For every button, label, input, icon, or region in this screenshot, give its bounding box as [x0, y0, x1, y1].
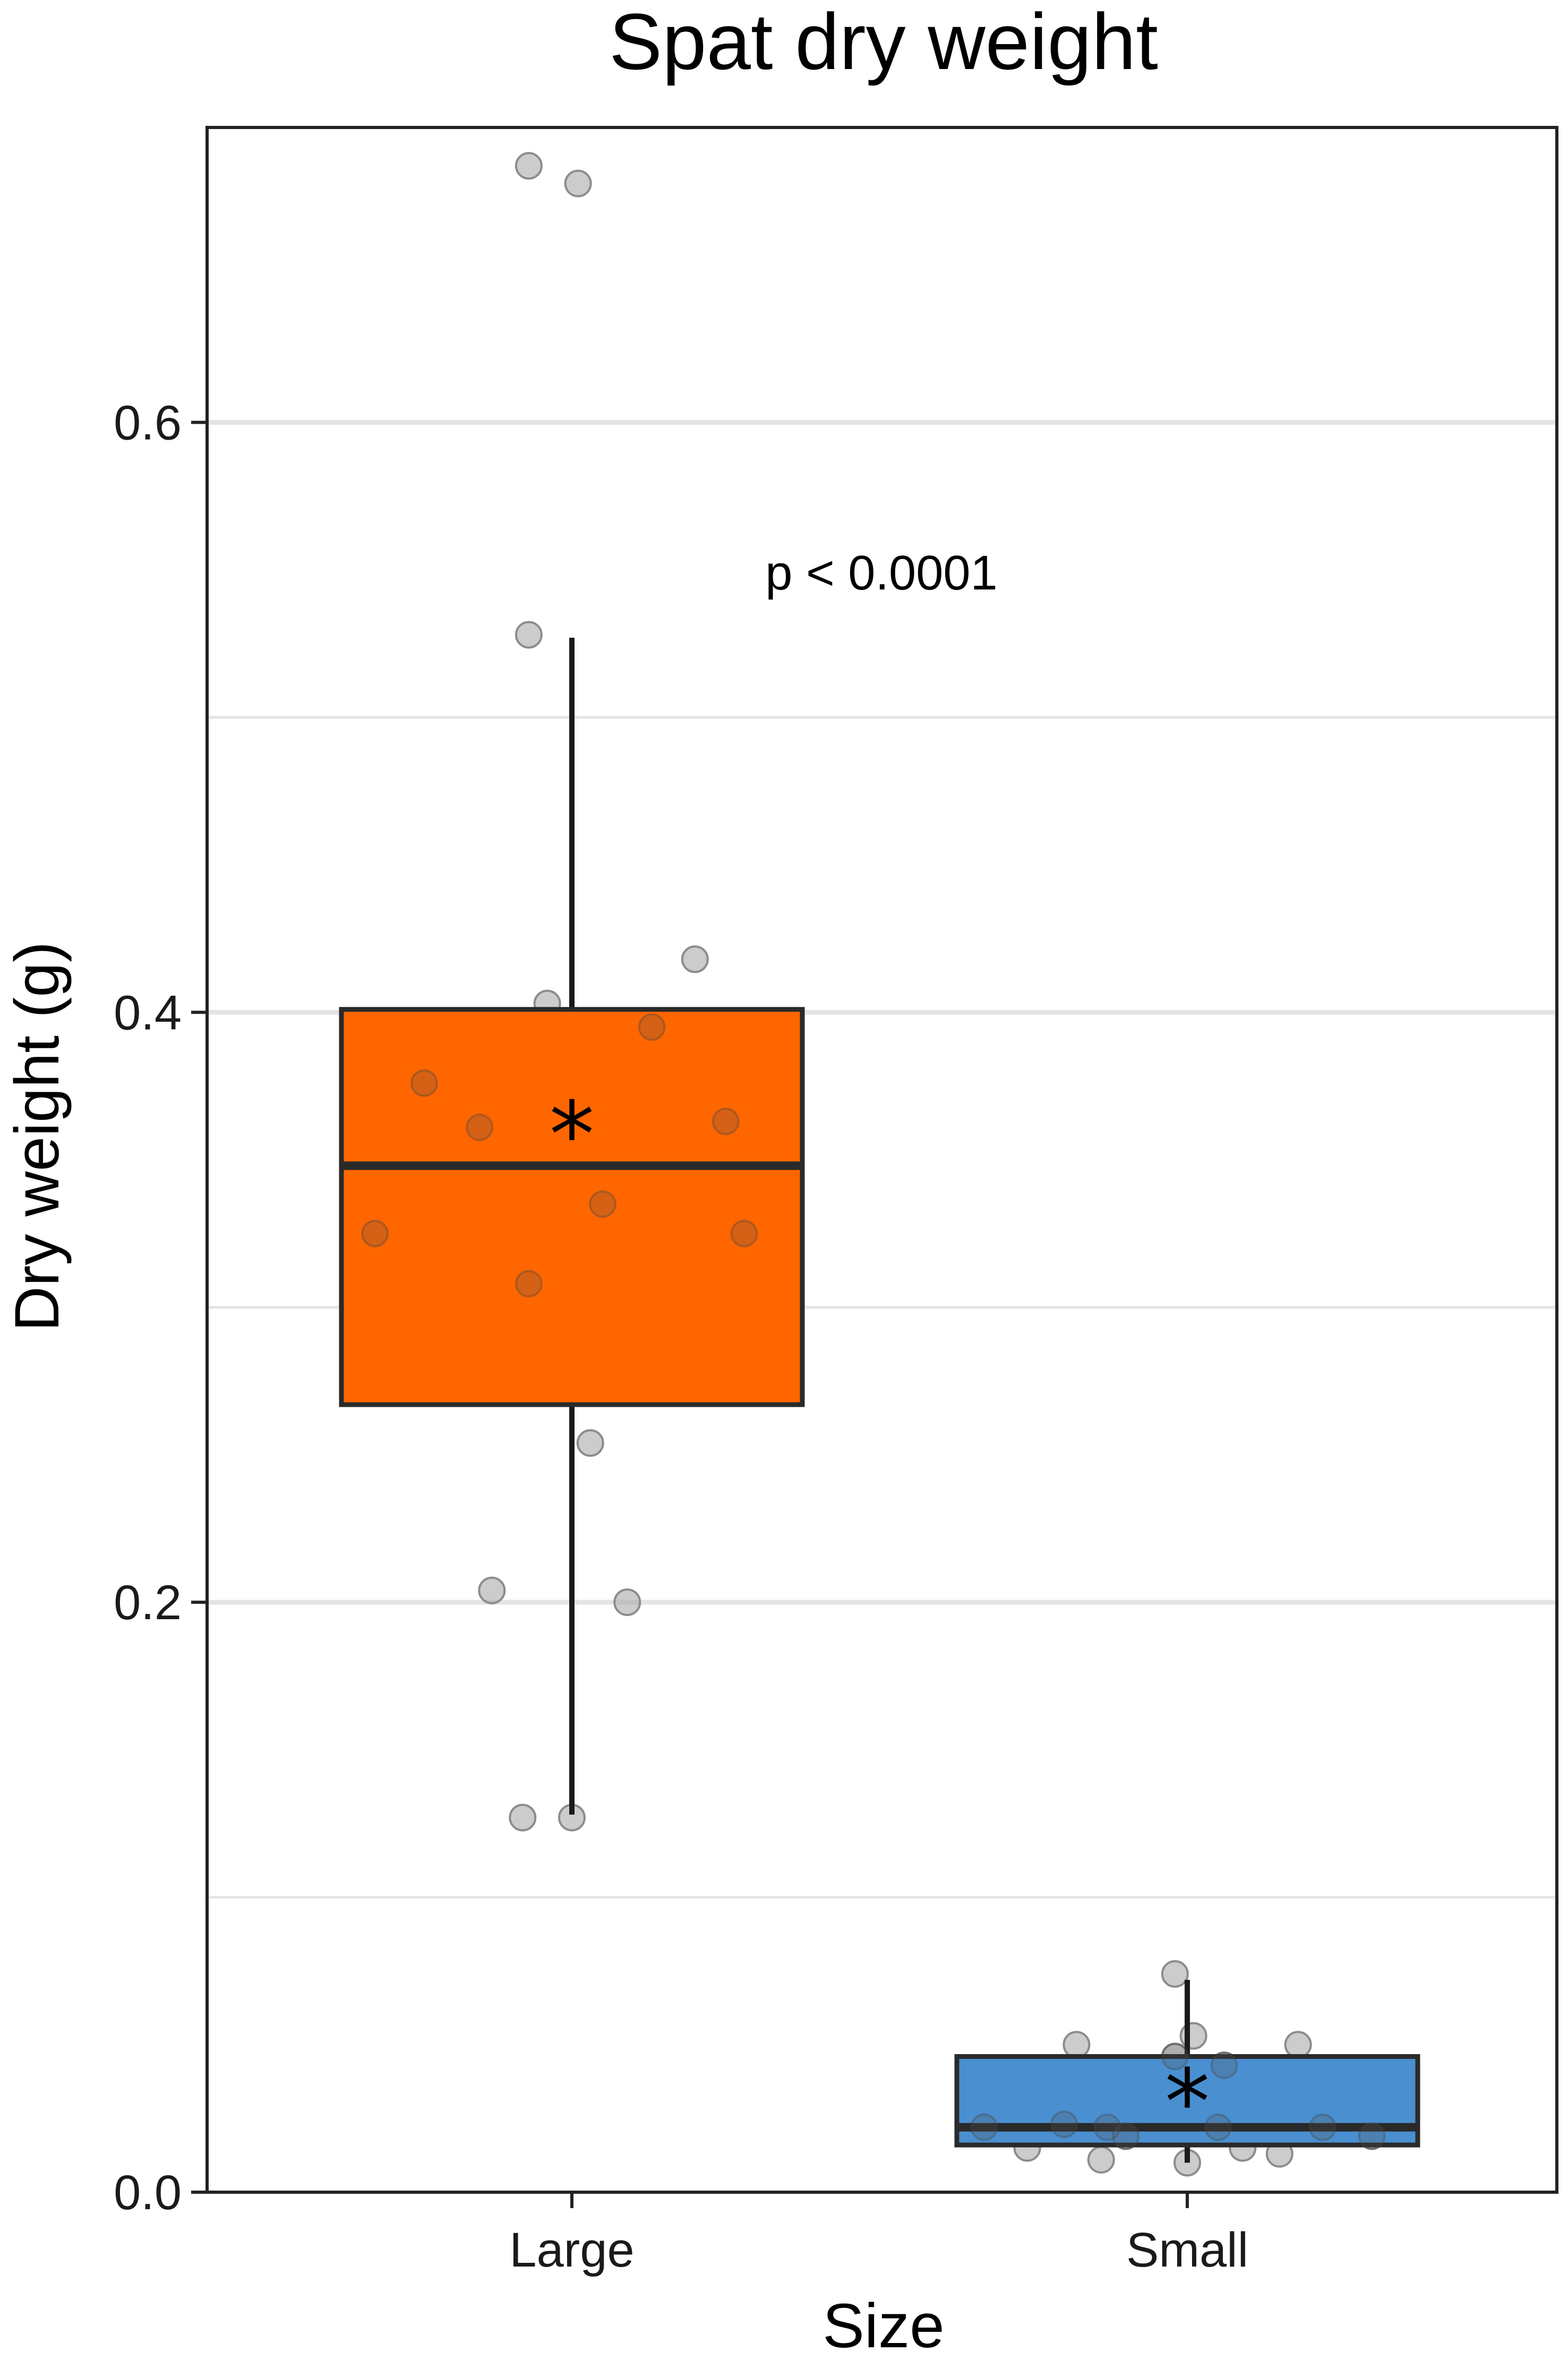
- mean-markers: **: [550, 1083, 1210, 2156]
- data-point-overlay: [730, 1219, 758, 1247]
- data-point-overlay: [588, 1190, 616, 1218]
- data-point-overlay: [1112, 2122, 1140, 2150]
- y-tick-label: 0.2: [114, 1576, 182, 1630]
- data-point-overlay: [361, 1219, 389, 1247]
- data-point: [1179, 2022, 1207, 2050]
- data-point: [509, 1803, 537, 1832]
- data-point: [576, 1429, 604, 1457]
- data-point-overlay: [1050, 2110, 1078, 2139]
- data-point-overlay: [410, 1069, 438, 1097]
- data-point-overlay: [970, 2113, 998, 2141]
- x-axis: Large Small: [509, 2192, 1248, 2277]
- x-tick-label-large: Large: [509, 2223, 634, 2277]
- data-point-overlay: [1204, 2113, 1232, 2141]
- p-value-annotation: p < 0.0001: [765, 546, 997, 600]
- data-point-overlay: [712, 1107, 740, 1135]
- plot-panel-border: [205, 126, 1558, 2194]
- chart-title: Spat dry weight: [609, 0, 1158, 86]
- large-mean-marker: *: [550, 1083, 595, 1188]
- data-point-overlay: [466, 1113, 494, 1141]
- data-point: [1087, 2145, 1115, 2174]
- data-point-overlay: [638, 1013, 666, 1041]
- data-point: [1161, 1960, 1189, 1988]
- data-point: [1284, 2031, 1312, 2059]
- box-plots: [339, 637, 1420, 2163]
- data-point: [564, 169, 592, 198]
- x-tick-label-small: Small: [1126, 2223, 1248, 2277]
- y-axis: 0.0 0.2 0.4 0.6: [114, 396, 207, 2220]
- data-point: [681, 945, 709, 973]
- data-point-overlay: [1161, 2042, 1189, 2071]
- data-point-overlay: [1308, 2113, 1336, 2141]
- data-point: [515, 621, 543, 649]
- data-point: [478, 1576, 506, 1604]
- data-point-overlay: [515, 1270, 543, 1298]
- small-mean-marker: *: [1165, 2050, 1210, 2155]
- data-point-overlay: [1358, 2122, 1386, 2150]
- overlay-points: [361, 1013, 1386, 2150]
- data-point-overlay: [1210, 2051, 1238, 2080]
- y-axis-label: Dry weight (g): [2, 942, 72, 1331]
- data-point: [1063, 2031, 1091, 2059]
- y-tick-label: 0.0: [114, 2166, 182, 2220]
- x-axis-label: Size: [822, 2291, 945, 2360]
- y-tick-label: 0.6: [114, 396, 182, 450]
- data-point: [613, 1588, 641, 1617]
- large-box: [339, 1007, 805, 1407]
- data-point-overlay: [1093, 2113, 1121, 2141]
- data-point: [515, 152, 543, 180]
- y-tick-label: 0.4: [114, 986, 182, 1040]
